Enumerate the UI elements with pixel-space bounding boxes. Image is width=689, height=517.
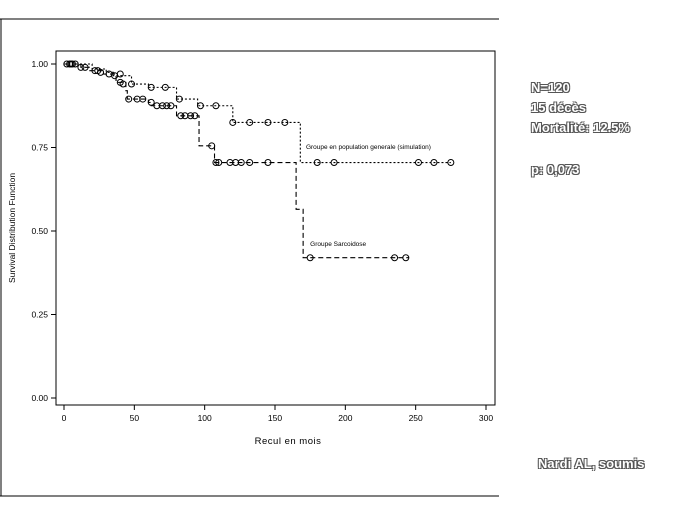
- x-tick-label: 0: [62, 413, 67, 423]
- censor-point-sarcoidose: [212, 159, 220, 167]
- series-annotation: Groupe en population generale (simulatio…: [306, 144, 431, 151]
- censor-point-population: [161, 83, 169, 91]
- censor-point-sarcoidose: [191, 112, 199, 120]
- y-tick-label: 0.75: [31, 143, 48, 153]
- p-value: p: 0,073: [531, 162, 580, 177]
- censor-point-sarcoidose: [119, 80, 127, 88]
- censor-point-population: [313, 159, 321, 167]
- censor-point-sarcoidose: [125, 95, 133, 103]
- censor-point-population: [447, 159, 455, 167]
- x-tick-label: 150: [268, 413, 282, 423]
- censor-point-population: [414, 159, 422, 167]
- censor-point-sarcoidose: [264, 159, 272, 167]
- censor-point-sarcoidose: [402, 254, 410, 262]
- citation: Nardi AL, soumis: [538, 456, 645, 471]
- censor-point-sarcoidose: [81, 63, 89, 71]
- x-tick-label: 50: [130, 413, 140, 423]
- stats-mortality: Mortalité: 12.5%: [531, 120, 630, 135]
- censor-point-population: [128, 80, 136, 88]
- censor-point-population: [175, 95, 183, 103]
- y-tick-label: 0.00: [31, 393, 48, 403]
- x-tick-label: 300: [479, 413, 493, 423]
- censor-point-sarcoidose: [68, 60, 76, 68]
- censor-point-sarcoidose: [71, 60, 79, 68]
- censor-point-population: [430, 159, 438, 167]
- y-tick-label: 0.25: [31, 310, 48, 320]
- censor-point-sarcoidose: [237, 159, 245, 167]
- censor-point-sarcoidose: [177, 112, 185, 120]
- censor-point-population: [196, 102, 204, 110]
- censor-point-population: [147, 83, 155, 91]
- censor-point-population: [246, 118, 254, 126]
- censor-point-sarcoidose: [139, 95, 147, 103]
- x-tick-label: 200: [338, 413, 352, 423]
- censor-point-sarcoidose: [208, 142, 216, 150]
- axis-ticks: 0 50 100 150 200 250 300 0.00 0.25 0.50 0.75 1.00: [31, 59, 493, 423]
- censor-point-population: [330, 159, 338, 167]
- series-annotation: Groupe Sarcoidose: [310, 241, 366, 248]
- annotations: Groupe en population generale (simulatio…: [306, 144, 431, 248]
- censor-point-sarcoidose: [391, 254, 399, 262]
- censor-point-population: [229, 118, 237, 126]
- censor-point-sarcoidose: [215, 159, 223, 167]
- x-axis-label: Recul en mois: [255, 436, 322, 447]
- stats-deaths: 15 décès: [531, 100, 586, 115]
- censor-point-sarcoidose: [163, 102, 171, 110]
- plot-area-frame: [55, 50, 496, 406]
- censor-point-sarcoidose: [306, 254, 314, 262]
- censor-point-sarcoidose: [246, 159, 254, 167]
- y-tick-label: 1.00: [31, 59, 48, 69]
- stats-n: N=120: [531, 80, 570, 95]
- censor-point-sarcoidose: [147, 98, 155, 106]
- censor-point-sarcoidose: [187, 112, 195, 120]
- censor-point-population: [116, 70, 124, 78]
- censor-point-sarcoidose: [111, 72, 119, 80]
- y-tick-label: 0.50: [31, 226, 48, 236]
- censor-point-sarcoidose: [167, 102, 175, 110]
- stats-block: N=120 15 décès Mortalité: 12.5%: [531, 78, 630, 138]
- censor-point-population: [281, 118, 289, 126]
- x-tick-label: 250: [409, 413, 423, 423]
- series-line-sarcoidose: [64, 63, 409, 259]
- y-axis-label: Survival Distribution Function: [7, 173, 17, 283]
- censor-point-population: [212, 102, 220, 110]
- survival-series: [63, 60, 455, 262]
- censor-point-population: [264, 118, 272, 126]
- censor-point-sarcoidose: [158, 102, 166, 110]
- x-tick-label: 100: [198, 413, 212, 423]
- censor-point-sarcoidose: [97, 68, 105, 76]
